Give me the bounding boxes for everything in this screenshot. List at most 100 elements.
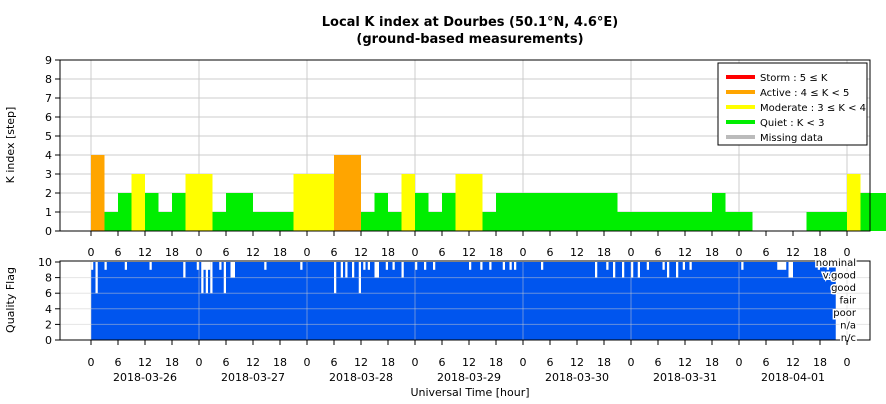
quality-flag-category-label: nominal <box>816 258 856 269</box>
quality-flag-x-tick-label: 0 <box>304 356 311 369</box>
k-index-bar <box>698 212 712 231</box>
quality-flag-x-tick-label: 12 <box>462 356 476 369</box>
k-index-bar <box>631 212 645 231</box>
k-index-y-tick-label: 7 <box>45 92 52 105</box>
quality-flag-dip <box>646 262 649 270</box>
k-index-x-tick-label: 6 <box>439 246 446 259</box>
k-index-bar <box>293 174 307 231</box>
k-index-bar <box>820 212 834 231</box>
quality-flag-dip <box>788 262 793 278</box>
quality-flag-dip <box>622 262 625 278</box>
k-index-bar <box>685 212 699 231</box>
quality-flag-x-tick-label: 18 <box>273 356 287 369</box>
quality-flag-x-tick-label: 0 <box>736 356 743 369</box>
quality-flag-dip <box>392 262 395 270</box>
k-index-y-ticks: 0 1 2 3 4 5 6 7 8 9 <box>45 54 60 238</box>
quality-flag-dip <box>480 262 483 270</box>
quality-flag-dip <box>514 262 517 270</box>
k-index-x-tick-label: 6 <box>115 246 122 259</box>
legend-entry: Moderate : 3 ≤ K < 4 <box>760 103 866 114</box>
k-index-x-tick-label: 18 <box>705 246 719 259</box>
quality-flag-dip <box>509 262 512 270</box>
date-labels: 2018-03-26 2018-03-27 2018-03-28 2018-03-29… <box>113 371 825 384</box>
k-index-y-tick-label: 6 <box>45 111 52 124</box>
k-index-x-tick-label: 18 <box>597 246 611 259</box>
quality-flag-dip <box>424 262 427 270</box>
quality-flag-dip <box>433 262 436 270</box>
k-index-x-tick-label: 18 <box>165 246 179 259</box>
k-index-x-tick-label: 6 <box>547 246 554 259</box>
legend: Storm : 5 ≤ K Active : 4 ≤ K < 5 Moderate … <box>717 62 868 146</box>
quality-flag-x-tick-label: 6 <box>439 356 446 369</box>
quality-flag-x-ticks: 0 6 12 18 0 6 12 18 0 6 12 18 0 6 12 18 0 6 12 18 0 6 12 18 0 6 12… <box>88 340 851 369</box>
quality-flag-y-ticks: 0 2 4 6 8 10 <box>38 256 60 347</box>
k-index-x-tick-label: 0 <box>520 246 527 259</box>
k-index-bar <box>523 193 537 231</box>
k-index-y-tick-label: 0 <box>45 225 52 238</box>
k-index-x-tick-label: 12 <box>570 246 584 259</box>
date-label: 2018-04-01 <box>761 371 825 384</box>
quality-flag-x-tick-label: 6 <box>223 356 230 369</box>
k-index-bar <box>361 212 375 231</box>
quality-flag-dip <box>385 262 388 270</box>
k-index-bar <box>185 174 199 231</box>
k-index-bar <box>118 193 132 231</box>
date-label: 2018-03-28 <box>329 371 393 384</box>
k-index-bar <box>131 174 145 231</box>
quality-flag-x-tick-label: 12 <box>246 356 260 369</box>
quality-flag-x-tick-label: 12 <box>570 356 584 369</box>
quality-flag-dip <box>595 262 598 278</box>
k-index-x-tick-label: 0 <box>736 246 743 259</box>
quality-flag-dip <box>104 262 107 270</box>
quality-flag-plot-frame <box>59 260 871 341</box>
k-index-bar <box>725 212 739 231</box>
k-index-bar <box>266 212 280 231</box>
k-index-bars <box>91 155 886 231</box>
k-index-plot-frame <box>59 59 871 232</box>
k-index-bar <box>415 193 429 231</box>
quality-flag-dip <box>374 262 379 278</box>
quality-flag-x-tick-label: 12 <box>138 356 152 369</box>
k-index-bar <box>577 193 591 231</box>
quality-flag-x-tick-label: 6 <box>115 356 122 369</box>
k-index-bar <box>604 193 618 231</box>
quality-flag-dip <box>340 262 343 278</box>
date-label: 2018-03-29 <box>437 371 501 384</box>
k-index-x-tick-label: 18 <box>273 246 287 259</box>
k-index-x-tick-label: 0 <box>196 246 203 259</box>
quality-flag-dip <box>826 262 829 270</box>
k-index-bar <box>199 174 213 231</box>
quality-flag-y-tick-label: 6 <box>45 287 52 300</box>
k-index-x-tick-label: 0 <box>304 246 311 259</box>
k-index-bar <box>482 212 496 231</box>
k-index-bar <box>280 212 294 231</box>
k-index-x-tick-label: 12 <box>246 246 260 259</box>
quality-flag-dip <box>264 262 267 270</box>
quality-flag-dip <box>489 262 492 270</box>
k-index-bar <box>104 212 118 231</box>
quality-flag-x-tick-label: 6 <box>763 356 770 369</box>
k-index-bar <box>239 193 253 231</box>
quality-flag-category-label: n/a <box>840 321 856 332</box>
quality-flag-dip <box>631 262 634 278</box>
x-axis-label: Universal Time [hour] <box>410 386 529 399</box>
quality-flag-dip <box>541 262 544 270</box>
chart-subtitle: (ground-based measurements) <box>356 32 583 47</box>
quality-flag-x-tick-label: 0 <box>412 356 419 369</box>
k-index-bar <box>739 212 753 231</box>
k-index-bar <box>172 193 186 231</box>
k-index-bar <box>860 193 874 231</box>
k-index-bar <box>307 174 321 231</box>
k-index-bar <box>658 212 672 231</box>
quality-flag-grid <box>60 261 870 340</box>
k-index-y-tick-label: 2 <box>45 187 52 200</box>
k-index-bar <box>212 212 226 231</box>
k-index-bar <box>334 155 348 231</box>
legend-entry: Quiet : K < 3 <box>760 118 824 129</box>
k-index-bar <box>496 193 510 231</box>
k-index-y-tick-label: 5 <box>45 130 52 143</box>
k-index-bar <box>644 212 658 231</box>
quality-flag-x-tick-label: 6 <box>655 356 662 369</box>
quality-flag-dip <box>613 262 616 278</box>
